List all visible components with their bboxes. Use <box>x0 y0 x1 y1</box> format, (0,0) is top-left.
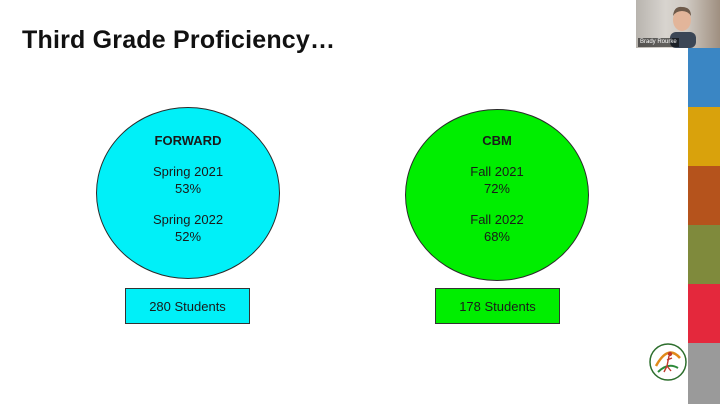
video-thumbnail[interactable]: Brady Rourke <box>636 0 720 48</box>
sidebar-stripe <box>688 107 720 166</box>
cbm-students-box: 178 Students <box>435 288 560 324</box>
cbm-group-2021: Fall 2021 72% <box>470 163 523 197</box>
forward-circle: FORWARD Spring 2021 53% Spring 2022 52% <box>96 107 280 279</box>
forward-term-2: Spring 2022 <box>152 211 224 227</box>
cbm-term-1: Fall 2021 <box>470 163 524 179</box>
forward-heading: FORWARD <box>154 132 222 148</box>
cbm-term-2: Fall 2022 <box>470 211 524 227</box>
cbm-circle: CBM Fall 2021 72% Fall 2022 68% <box>405 109 589 281</box>
cbm-heading: CBM <box>482 132 512 148</box>
sidebar-stripe <box>688 225 720 284</box>
forward-value-1: 53% <box>174 180 202 196</box>
forward-group-2021: Spring 2021 53% <box>153 163 223 197</box>
forward-students-box: 280 Students <box>125 288 250 324</box>
cbm-value-2: 68% <box>483 228 510 244</box>
forward-term-1: Spring 2021 <box>152 163 224 179</box>
forward-value-2: 52% <box>174 228 202 244</box>
slide-canvas: Third Grade Proficiency… FORWARD Spring … <box>22 26 687 381</box>
sidebar-color-stripes <box>688 48 720 404</box>
sidebar-stripe <box>688 48 720 107</box>
forward-group-2022: Spring 2022 52% <box>153 211 223 245</box>
district-logo-icon <box>649 343 687 381</box>
sidebar-stripe <box>688 166 720 225</box>
sidebar-stripe <box>688 343 720 404</box>
cbm-group-2022: Fall 2022 68% <box>470 211 523 245</box>
slide-title: Third Grade Proficiency… <box>22 26 336 54</box>
sidebar-stripe <box>688 284 720 343</box>
participant-name: Brady Rourke <box>638 38 679 47</box>
cbm-value-1: 72% <box>483 180 510 196</box>
participant-avatar-icon <box>670 6 696 48</box>
